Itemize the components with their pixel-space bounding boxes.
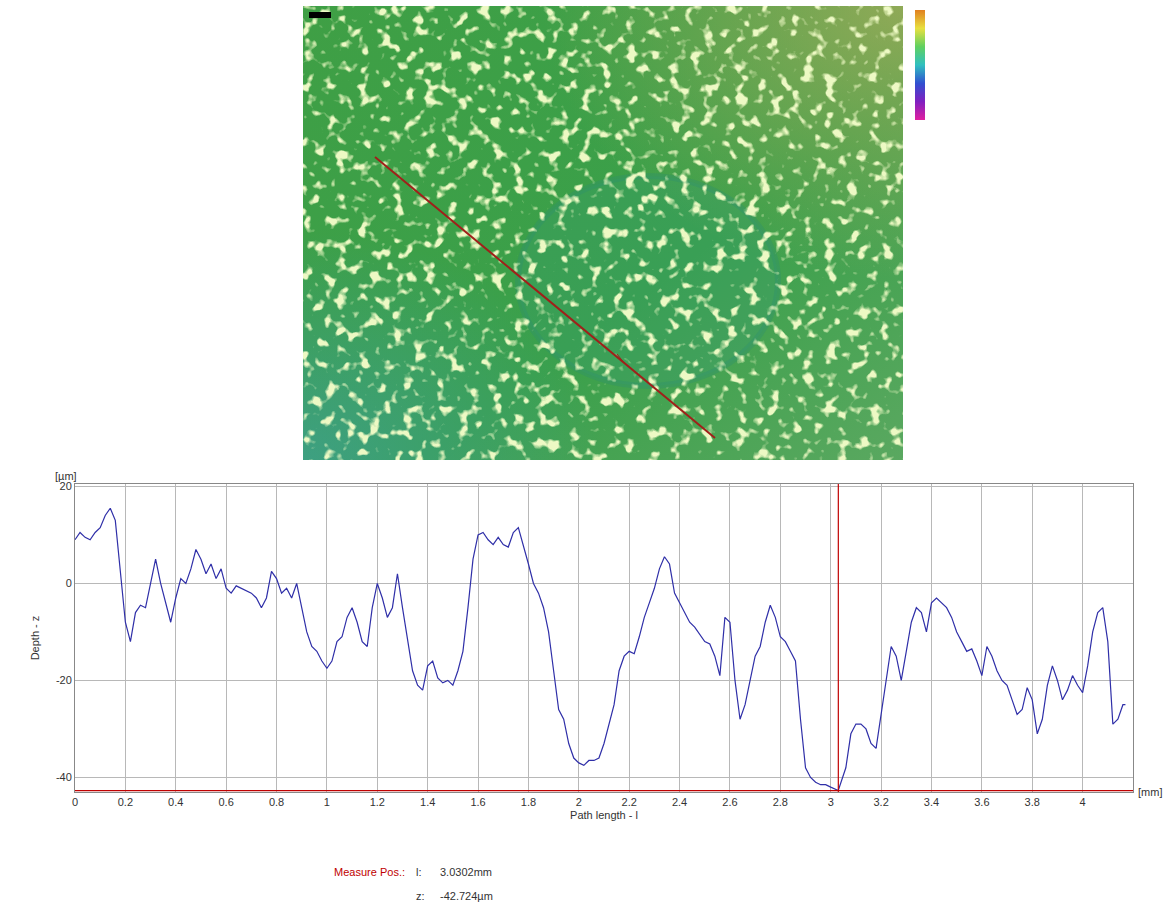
svg-text:2.6: 2.6 [722,796,737,808]
svg-text:1.6: 1.6 [470,796,485,808]
svg-text:[µm]: [µm] [55,470,77,482]
html-text:3.0302mm: 3.0302mm [440,866,492,878]
html-text:Measure Pos.:: Measure Pos.: [334,866,405,878]
svg-text:4: 4 [1080,796,1086,808]
svg-text:2: 2 [576,796,582,808]
svg-text:1.4: 1.4 [420,796,435,808]
svg-text:3: 3 [828,796,834,808]
html-text:l:: l: [416,866,422,878]
svg-text:2.4: 2.4 [672,796,687,808]
svg-text:Depth - z: Depth - z [29,616,41,661]
svg-text:0: 0 [66,577,72,589]
html-text:-42.724µm: -42.724µm [440,890,493,902]
svg-text:0: 0 [72,796,78,808]
svg-text:Path length - l: Path length - l [570,809,638,821]
svg-text:3.6: 3.6 [974,796,989,808]
svg-text:0.2: 0.2 [118,796,133,808]
svg-text:-40: -40 [56,771,72,783]
svg-text:20: 20 [60,480,72,492]
svg-text:2.8: 2.8 [773,796,788,808]
svg-text:1.2: 1.2 [370,796,385,808]
html-text:z:: z: [416,890,425,902]
svg-text:3.2: 3.2 [873,796,888,808]
svg-text:[mm]: [mm] [1138,786,1162,798]
svg-text:1.8: 1.8 [521,796,536,808]
svg-text:2.2: 2.2 [622,796,637,808]
svg-text:3.4: 3.4 [924,796,939,808]
svg-text:0.8: 0.8 [269,796,284,808]
svg-text:0.6: 0.6 [218,796,233,808]
svg-text:3.8: 3.8 [1025,796,1040,808]
svg-text:1: 1 [324,796,330,808]
svg-text:-20: -20 [56,674,72,686]
svg-text:0.4: 0.4 [168,796,183,808]
